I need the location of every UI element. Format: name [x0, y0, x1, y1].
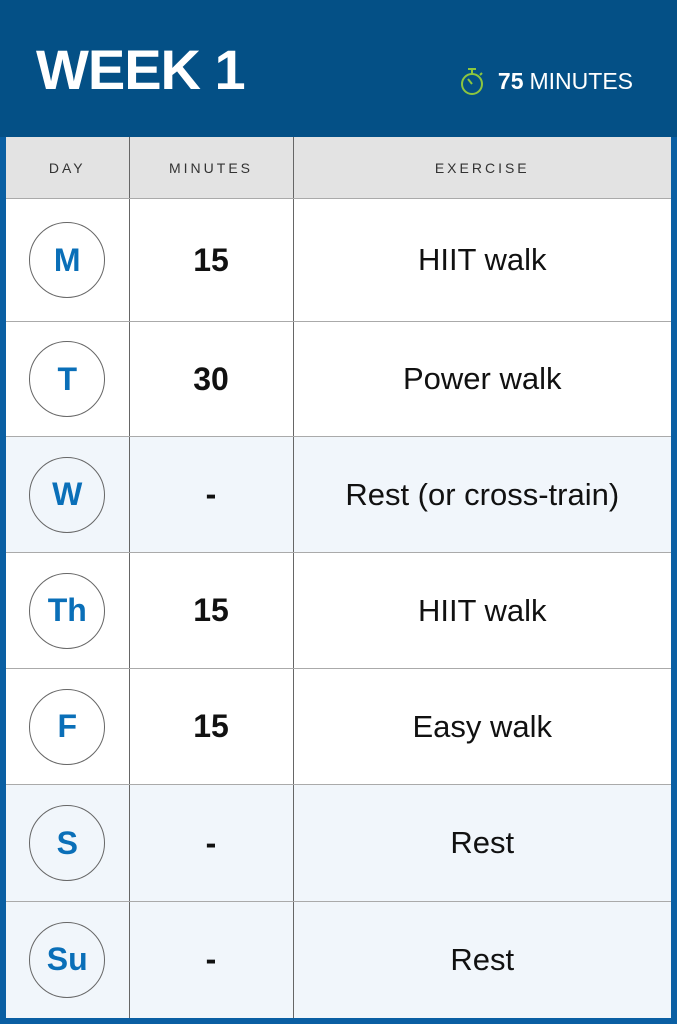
exercise-cell: HIIT walk — [293, 198, 671, 322]
day-cell: F — [6, 668, 130, 785]
stopwatch-icon — [460, 68, 483, 95]
day-cell: Su — [6, 901, 130, 1018]
day-badge: T — [29, 341, 106, 417]
table-row: S - Rest — [6, 784, 671, 902]
exercise-cell: Power walk — [293, 321, 671, 437]
day-cell: W — [6, 436, 130, 553]
minutes-cell: 15 — [129, 552, 294, 669]
exercise-cell: Easy walk — [293, 668, 671, 785]
exercise-cell: HIIT walk — [293, 552, 671, 669]
table-row: M 15 HIIT walk — [6, 198, 671, 322]
day-badge: S — [29, 805, 106, 881]
total-unit: MINUTES — [529, 67, 634, 94]
day-badge: M — [29, 222, 106, 298]
day-badge: Th — [29, 572, 106, 649]
schedule-table: DAY MINUTES EXERCISE M 15 HIIT walk T 30 … — [6, 137, 671, 1018]
day-cell: Th — [6, 552, 130, 669]
day-cell: T — [6, 321, 130, 437]
table-row: Su - Rest — [6, 901, 671, 1018]
minutes-cell: 30 — [129, 321, 294, 437]
table-header-row: DAY MINUTES EXERCISE — [6, 137, 671, 199]
minutes-cell: - — [129, 784, 294, 902]
day-cell: M — [6, 198, 130, 322]
total-value: 75 — [497, 67, 524, 94]
day-cell: S — [6, 784, 130, 902]
page-title: WEEK 1 — [36, 38, 246, 101]
minutes-cell: 15 — [129, 198, 294, 322]
table-row: W - Rest (or cross-train) — [6, 436, 671, 553]
day-badge: F — [29, 688, 106, 765]
header: WEEK 1 75 MINUTES — [0, 0, 677, 137]
column-header-exercise: EXERCISE — [293, 137, 671, 199]
day-badge: W — [29, 456, 106, 533]
minutes-cell: - — [129, 436, 294, 553]
table-row: Th 15 HIIT walk — [6, 552, 671, 669]
exercise-cell: Rest (or cross-train) — [293, 436, 671, 553]
day-badge: Su — [29, 921, 106, 998]
table-row: T 30 Power walk — [6, 321, 671, 437]
column-header-day: DAY — [6, 137, 130, 199]
table-row: F 15 Easy walk — [6, 668, 671, 785]
exercise-cell: Rest — [293, 784, 671, 902]
column-header-minutes: MINUTES — [129, 137, 294, 199]
minutes-cell: - — [129, 901, 294, 1018]
exercise-cell: Rest — [293, 901, 671, 1018]
minutes-cell: 15 — [129, 668, 294, 785]
total-minutes: 75 MINUTES — [460, 66, 633, 96]
